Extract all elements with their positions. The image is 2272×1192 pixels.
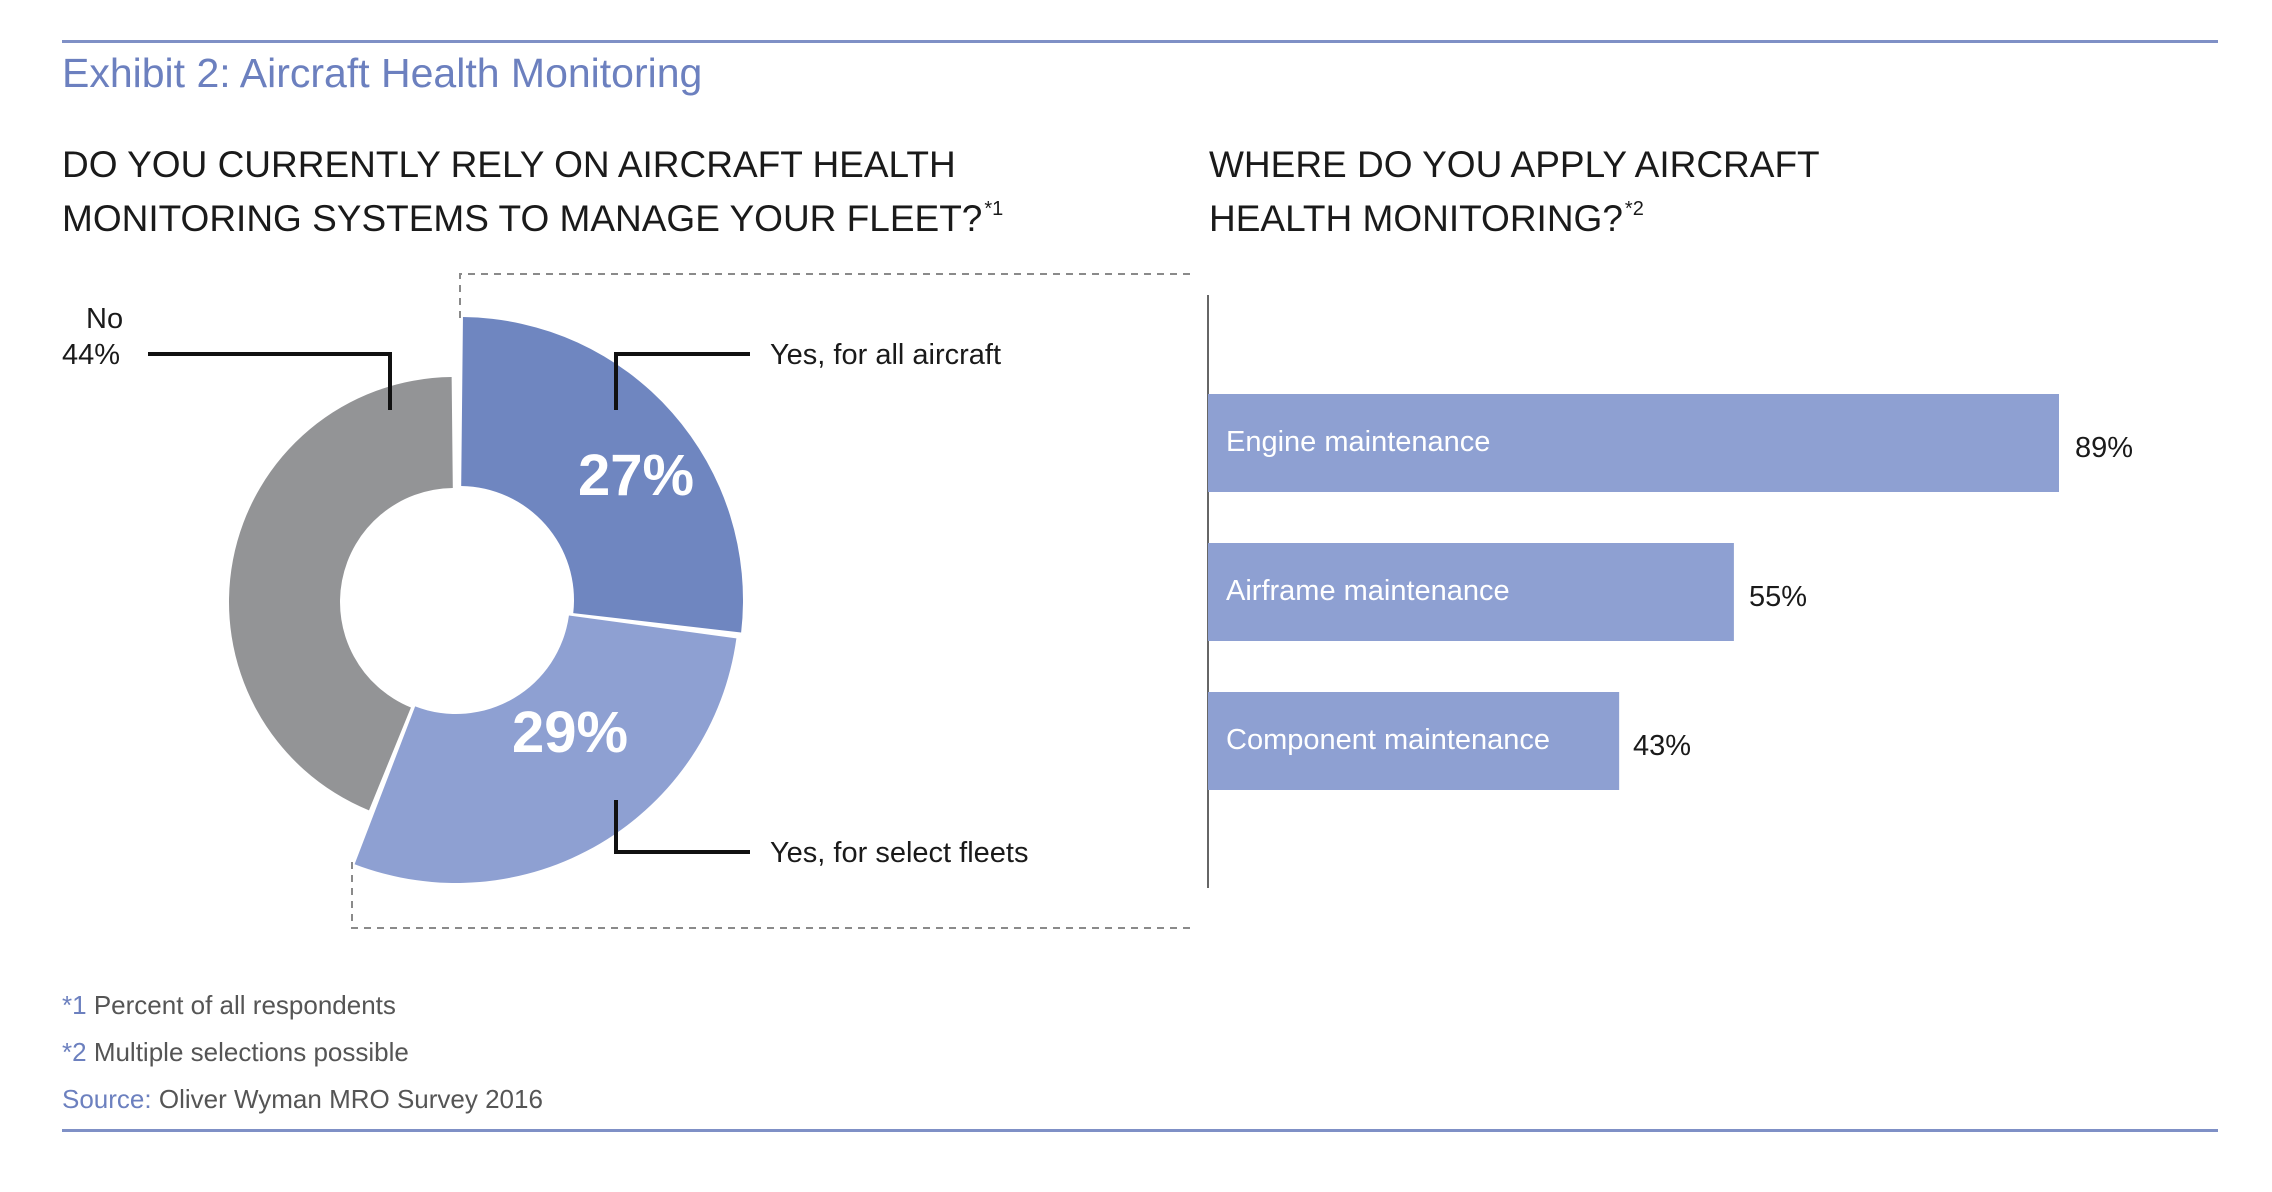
bottom-rule <box>62 1129 2218 1132</box>
donut-value-label: 27% <box>578 443 694 508</box>
source-text: Oliver Wyman MRO Survey 2016 <box>158 1084 543 1114</box>
leader-lines <box>148 352 750 854</box>
bar-2 <box>1208 692 1620 790</box>
right-question-line2: HEALTH MONITORING? <box>1209 198 1623 239</box>
donut-slice-yes-select <box>354 615 737 883</box>
right-question-line2-wrap: HEALTH MONITORING? *2 <box>1209 187 1820 241</box>
bar-chart <box>1208 394 2059 790</box>
donut-slice-yes-all <box>461 317 744 633</box>
leader-line-no <box>148 352 392 410</box>
donut-slice-no <box>228 377 453 811</box>
leader-line-yes-select <box>614 800 750 854</box>
source-label: Source: <box>62 1084 152 1114</box>
donut-label-yes-all: Yes, for all aircraft <box>770 339 1002 371</box>
callout-frame <box>459 273 1190 318</box>
bar-1 <box>1208 543 1734 641</box>
footnote-1-text: Percent of all respondents <box>93 990 396 1020</box>
bar-label-airframe: Airframe maintenance <box>1226 575 1510 607</box>
bar-0 <box>1208 394 2059 492</box>
footnote-1: *1 Percent of all respondents <box>62 990 396 1021</box>
bar-value-component: 43% <box>1633 730 1692 762</box>
top-rule <box>62 40 2218 43</box>
footnote-2-text: Multiple selections possible <box>93 1037 409 1067</box>
left-question-line2: MONITORING SYSTEMS TO MANAGE YOUR FLEET? <box>62 198 983 239</box>
left-question: DO YOU CURRENTLY RELY ON AIRCRAFT HEALTH… <box>62 142 1003 241</box>
bar-label-engine: Engine maintenance <box>1226 426 1491 458</box>
source-note: Source: Oliver Wyman MRO Survey 2016 <box>62 1084 543 1115</box>
donut-chart: 27% 29% <box>228 317 744 883</box>
right-question: WHERE DO YOU APPLY AIRCRAFT HEALTH MONIT… <box>1209 142 1820 241</box>
footnote-2: *2 Multiple selections possible <box>62 1037 409 1068</box>
donut-label-no-value: 44% <box>62 339 121 371</box>
right-question-line1: WHERE DO YOU APPLY AIRCRAFT <box>1209 144 1820 185</box>
left-question-footnote-mark: *1 <box>984 198 1004 220</box>
bar-value-engine: 89% <box>2075 432 2134 464</box>
donut-value-label: 29% <box>512 700 628 765</box>
right-question-footnote-mark: *2 <box>1624 198 1644 220</box>
left-question-line1: DO YOU CURRENTLY RELY ON AIRCRAFT HEALTH <box>62 144 956 185</box>
exhibit-title: Exhibit 2: Aircraft Health Monitoring <box>62 50 703 96</box>
donut-label-no-name: No <box>86 303 124 335</box>
donut-label-yes-select: Yes, for select fleets <box>770 837 1029 869</box>
bar-label-component: Component maintenance <box>1226 724 1551 756</box>
footnote-2-mark: *2 <box>62 1037 87 1067</box>
leader-line-yes-all <box>614 352 750 410</box>
callout-frame-bottom <box>351 862 1190 929</box>
footnote-1-mark: *1 <box>62 990 87 1020</box>
bar-value-airframe: 55% <box>1749 581 1808 613</box>
left-question-line2-wrap: MONITORING SYSTEMS TO MANAGE YOUR FLEET?… <box>62 187 1003 241</box>
